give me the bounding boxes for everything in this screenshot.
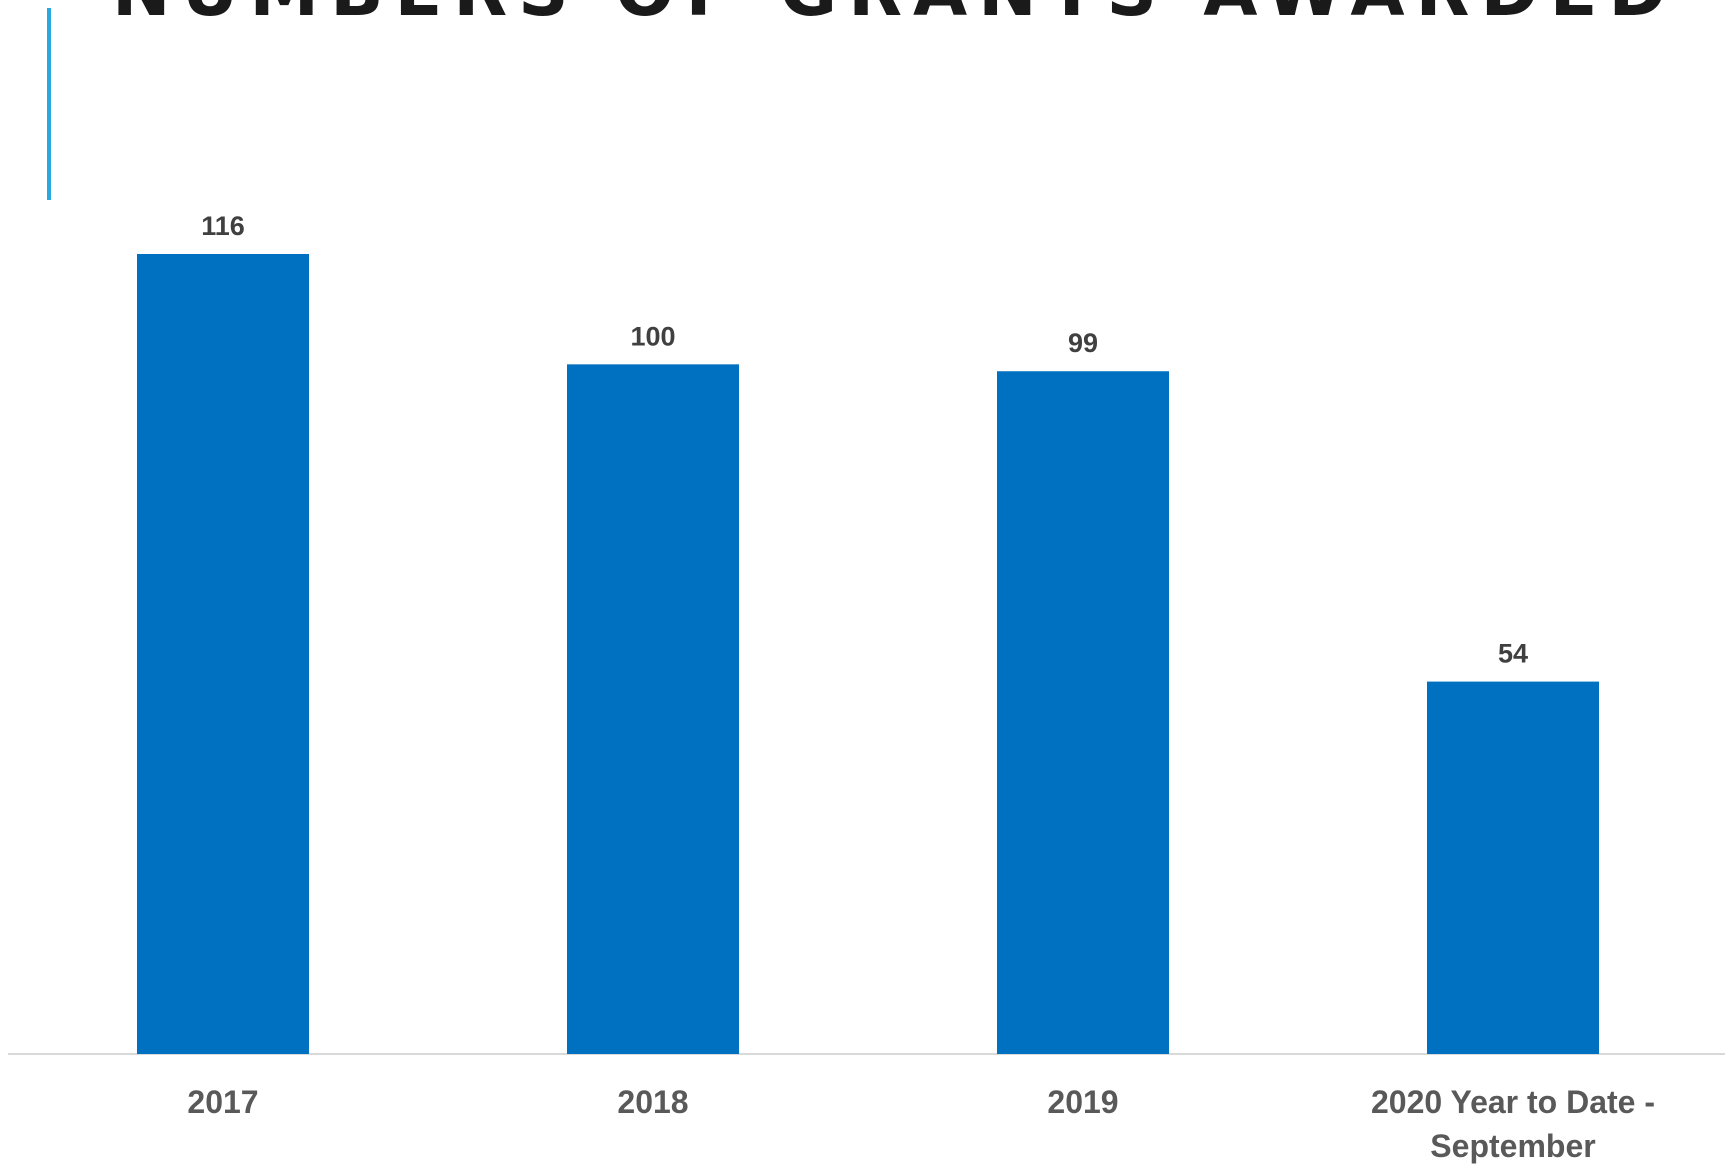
category-label-line: September [1430, 1128, 1595, 1164]
category-label-line: 2019 [1047, 1084, 1118, 1120]
bar-3 [997, 371, 1169, 1054]
bar-1 [137, 254, 309, 1054]
category-label-2: 2018 [617, 1084, 688, 1120]
bar-series [137, 254, 1599, 1054]
category-labels: 2017 2018 2019 2020 Year to Date - September [187, 1084, 1655, 1164]
slide-title: NUMBERS OF GRANTS AWARDED [112, 0, 1678, 26]
category-label-3: 2019 [1047, 1084, 1118, 1120]
bar-4 [1427, 681, 1599, 1054]
data-label-2: 100 [630, 321, 675, 351]
category-label-4: 2020 Year to Date - September [1371, 1084, 1655, 1164]
title-accent-bar [47, 8, 51, 200]
category-label-line: 2018 [617, 1084, 688, 1120]
data-labels: 116 100 99 54 [201, 211, 1528, 669]
category-label-line: 2017 [187, 1084, 258, 1120]
data-label-1: 116 [201, 211, 245, 241]
data-label-4: 54 [1498, 639, 1528, 669]
data-label-3: 99 [1068, 328, 1098, 358]
category-label-line: 2020 Year to Date - [1371, 1084, 1655, 1120]
bar-2 [567, 364, 739, 1054]
category-label-1: 2017 [187, 1084, 258, 1120]
